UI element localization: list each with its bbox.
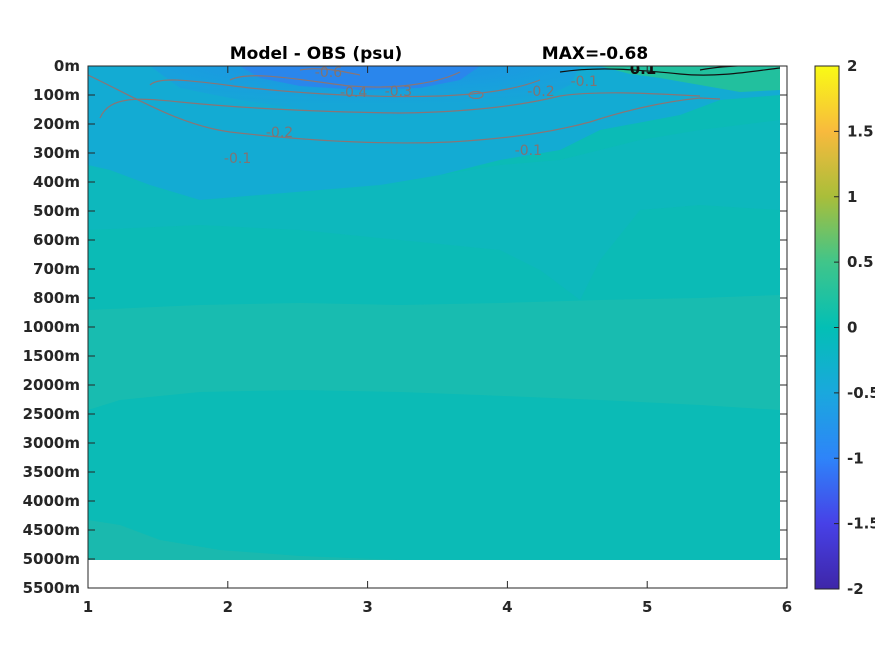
y-tick-label: 4500m bbox=[23, 521, 80, 539]
y-tick-label: 2000m bbox=[23, 376, 80, 394]
contour-label: -0.6 bbox=[315, 65, 342, 81]
x-tick-label: 1 bbox=[83, 598, 93, 616]
y-tick-label: 3500m bbox=[23, 463, 80, 481]
colorbar-ticks: 2 1.5 1 0.5 0 -0.5 -1 -1.5 -2 bbox=[834, 57, 875, 598]
y-tick-label: 0m bbox=[54, 57, 80, 75]
y-tick-label: 100m bbox=[33, 86, 80, 104]
y-tick-label: 1000m bbox=[23, 318, 80, 336]
y-axis: 0m 100m 200m 300m 400m 500m 600m 700m 800m 1000m 1… bbox=[23, 57, 787, 597]
contour-label: -0.2 bbox=[527, 84, 554, 100]
colorbar-tick-label: 0 bbox=[847, 319, 857, 337]
contour-minus-0.4 bbox=[229, 71, 461, 88]
y-tick-label: 1500m bbox=[23, 347, 80, 365]
y-tick-label: 500m bbox=[33, 202, 80, 220]
no-data-region bbox=[88, 560, 787, 588]
contour-label: -0.1 bbox=[571, 74, 598, 90]
contour-label: -0.1 bbox=[515, 143, 542, 159]
contour-minus-0.1 bbox=[88, 74, 721, 144]
contour-label: -0.3 bbox=[385, 84, 412, 100]
contour-label: -0.2 bbox=[266, 125, 293, 141]
colorbar-tick-label: -1 bbox=[847, 449, 864, 467]
contour-minus-0.2 bbox=[99, 92, 701, 119]
x-tick-label: 5 bbox=[642, 598, 652, 616]
colorbar-tick-label: 0.5 bbox=[847, 253, 874, 271]
y-tick-label: 800m bbox=[33, 289, 80, 307]
field-upper-patch bbox=[88, 120, 780, 300]
colorbar-tick-label: 2 bbox=[847, 57, 857, 75]
contour-minus-0.3 bbox=[149, 79, 541, 98]
contour-label: 0.1 bbox=[630, 60, 657, 78]
contour-minus-0.3-loop bbox=[468, 90, 484, 100]
y-tick-label: 300m bbox=[33, 144, 80, 162]
y-tick-label: 600m bbox=[33, 231, 80, 249]
y-tick-label: 2500m bbox=[23, 405, 80, 423]
y-tick-label: 3000m bbox=[23, 434, 80, 452]
y-tick-label: 5000m bbox=[23, 550, 80, 568]
y-tick-label: 4000m bbox=[23, 492, 80, 510]
colorbar: 2 1.5 1 0.5 0 -0.5 -1 -1.5 -2 bbox=[814, 57, 875, 598]
colorbar-tick-label: -2 bbox=[847, 580, 864, 598]
plot-area: -0.6 -0.4 -0.3 -0.2 -0.2 -0.1 -0.1 -0.1 0.1 bbox=[88, 60, 780, 560]
contour-lines bbox=[88, 68, 721, 144]
colorbar-tick-label: -1.5 bbox=[847, 515, 875, 533]
max-label: MAX=-0.68 bbox=[542, 44, 648, 64]
colorbar-tick-label: 1.5 bbox=[847, 122, 874, 140]
x-tick-label: 2 bbox=[223, 598, 233, 616]
contour-positive bbox=[559, 66, 780, 76]
x-tick-label: 6 bbox=[782, 598, 792, 616]
colorbar-tick-label: 1 bbox=[847, 188, 857, 206]
field-positive-patch bbox=[600, 66, 780, 92]
colorbar-tick-label: -0.5 bbox=[847, 384, 875, 402]
y-tick-label: 400m bbox=[33, 173, 80, 191]
y-tick-label: 5500m bbox=[23, 579, 80, 597]
x-axis: 1 2 3 4 5 6 bbox=[83, 66, 792, 616]
field-deep-band bbox=[88, 295, 780, 410]
x-tick-label: 4 bbox=[502, 598, 512, 616]
chart-title: Model - OBS (psu) bbox=[230, 44, 403, 64]
contour-label: -0.4 bbox=[340, 85, 367, 101]
field-negative-core bbox=[150, 66, 580, 115]
y-tick-label: 200m bbox=[33, 115, 80, 133]
contour-minus-0.6 bbox=[299, 68, 361, 76]
field-bottom-band bbox=[88, 520, 400, 560]
x-tick-label: 3 bbox=[362, 598, 372, 616]
contour-labels: -0.6 -0.4 -0.3 -0.2 -0.2 -0.1 -0.1 -0.1 0.1 bbox=[224, 60, 657, 167]
y-tick-label: 700m bbox=[33, 260, 80, 278]
contour-label: -0.1 bbox=[224, 151, 251, 167]
